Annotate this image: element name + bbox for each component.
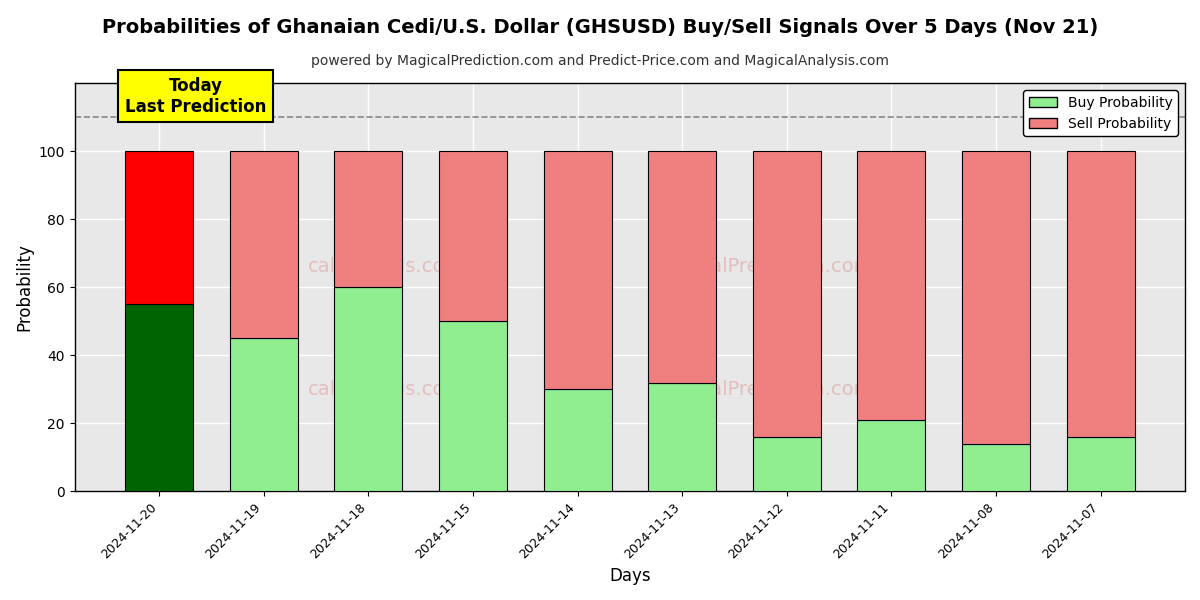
Bar bbox=[752, 151, 821, 437]
Bar bbox=[857, 151, 925, 420]
Bar bbox=[439, 151, 506, 321]
Bar bbox=[857, 420, 925, 491]
Text: MagicalPrediction.com: MagicalPrediction.com bbox=[653, 380, 872, 399]
Text: calAnalysis.com: calAnalysis.com bbox=[307, 380, 463, 399]
Bar bbox=[229, 151, 298, 338]
Bar bbox=[962, 151, 1030, 444]
Bar bbox=[1067, 151, 1134, 437]
X-axis label: Days: Days bbox=[610, 567, 650, 585]
Text: powered by MagicalPrediction.com and Predict-Price.com and MagicalAnalysis.com: powered by MagicalPrediction.com and Pre… bbox=[311, 54, 889, 68]
Text: Today
Last Prediction: Today Last Prediction bbox=[125, 77, 266, 116]
Bar bbox=[335, 151, 402, 287]
Bar bbox=[125, 304, 193, 491]
Bar bbox=[125, 151, 193, 304]
Bar bbox=[648, 383, 716, 491]
Bar bbox=[335, 287, 402, 491]
Y-axis label: Probability: Probability bbox=[16, 244, 34, 331]
Bar bbox=[752, 437, 821, 491]
Bar bbox=[544, 389, 612, 491]
Bar bbox=[439, 321, 506, 491]
Text: calAnalysis.com: calAnalysis.com bbox=[307, 257, 463, 277]
Bar bbox=[229, 338, 298, 491]
Bar bbox=[1067, 437, 1134, 491]
Bar bbox=[648, 151, 716, 383]
Legend: Buy Probability, Sell Probability: Buy Probability, Sell Probability bbox=[1024, 90, 1178, 136]
Text: MagicalPrediction.com: MagicalPrediction.com bbox=[653, 257, 872, 277]
Text: Probabilities of Ghanaian Cedi/U.S. Dollar (GHSUSD) Buy/Sell Signals Over 5 Days: Probabilities of Ghanaian Cedi/U.S. Doll… bbox=[102, 18, 1098, 37]
Bar bbox=[962, 444, 1030, 491]
Bar bbox=[544, 151, 612, 389]
